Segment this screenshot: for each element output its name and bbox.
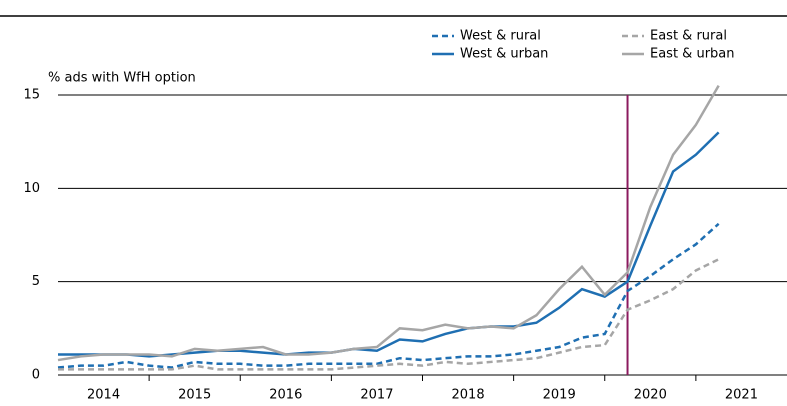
series-line (57, 85, 720, 362)
x-tick-label: 2020 (634, 388, 667, 403)
x-tick-label: 2019 (543, 388, 576, 403)
legend-label: East & urban (650, 47, 735, 62)
series-line (58, 258, 720, 371)
x-tick-label: 2017 (360, 388, 393, 403)
y-tick-label: 5 (32, 274, 40, 289)
series-line (58, 131, 720, 358)
legend-label: East & rural (650, 29, 727, 44)
y-tick-label: 15 (23, 88, 40, 103)
x-tick-label: 2014 (87, 388, 120, 403)
y-axis-label: % ads with WfH option (48, 71, 196, 86)
legend-label: West & urban (460, 47, 548, 62)
y-tick-label: 0 (32, 368, 40, 383)
x-tick-label: 2018 (452, 388, 485, 403)
x-tick-label: 2015 (178, 388, 211, 403)
y-tick-label: 10 (23, 181, 40, 196)
legend-label: West & rural (460, 29, 541, 44)
series-line (57, 222, 720, 369)
x-tick-label: 2016 (269, 388, 302, 403)
x-tick-label: 2021 (725, 388, 758, 403)
